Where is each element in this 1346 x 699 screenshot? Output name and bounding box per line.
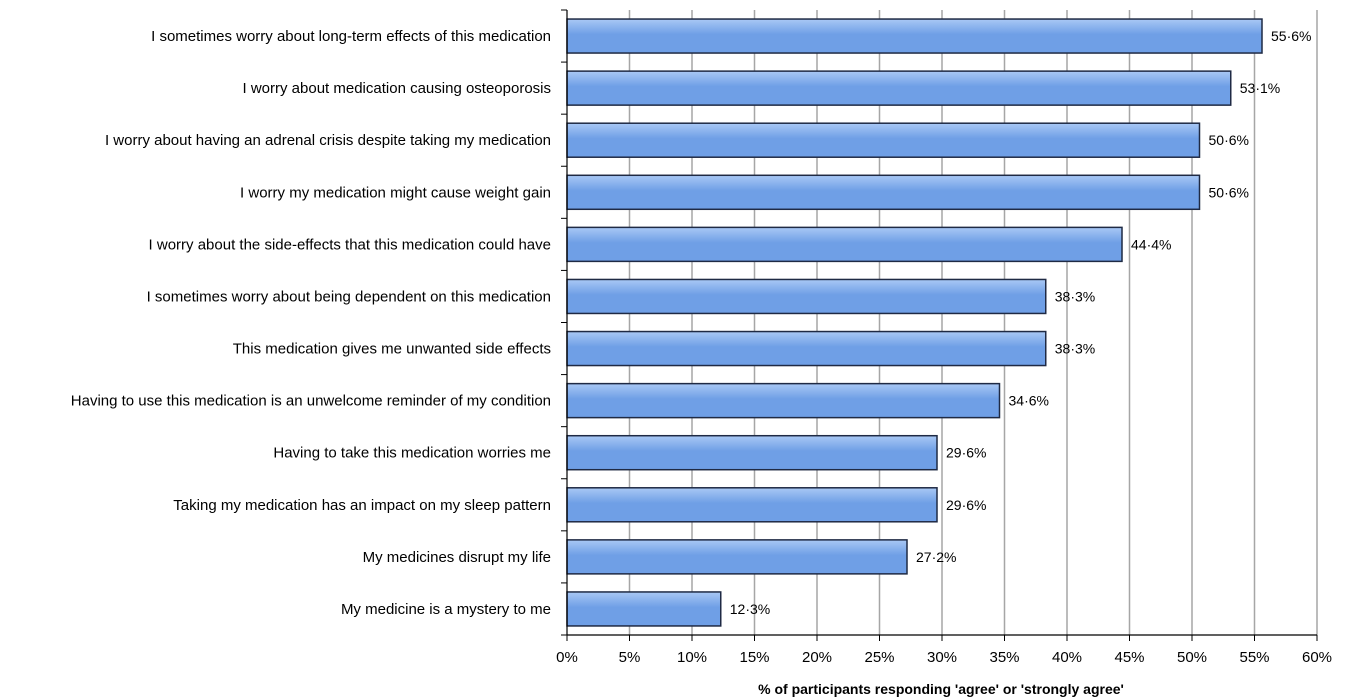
bar (566, 18, 1263, 54)
x-tick-label: 10% (677, 649, 707, 666)
category-label: I worry about the side-effects that this… (149, 236, 551, 253)
category-label: I sometimes worry about long-term effect… (151, 28, 551, 45)
category-label: Having to take this medication worries m… (273, 445, 551, 462)
data-label: 27·2% (916, 549, 956, 565)
x-axis-title: % of participants responding 'agree' or … (758, 681, 1124, 697)
data-label: 29·6% (946, 497, 986, 513)
bar (566, 487, 938, 523)
x-tick-label: 30% (927, 649, 957, 666)
category-label: My medicine is a mystery to me (341, 601, 551, 618)
bar (566, 70, 1232, 106)
bar (566, 539, 908, 575)
category-label: I worry about having an adrenal crisis d… (105, 132, 551, 149)
bar (566, 174, 1201, 211)
grid-lines (628, 10, 1318, 635)
data-label: 29·6% (946, 445, 986, 461)
bar (566, 330, 1047, 367)
data-label: 12·3% (730, 601, 770, 617)
category-label: Having to use this medication is an unwe… (71, 393, 551, 410)
x-tick-label: 25% (864, 649, 894, 666)
data-label: 53·1% (1240, 80, 1280, 96)
x-tick-label: 40% (1052, 649, 1082, 666)
x-tick-label: 45% (1114, 649, 1144, 666)
labels: 0% 5% 10% 15% 20% 25% 30% 35% 40% 45% 50% 55% 60% I s… (71, 28, 1332, 666)
data-label: 44·4% (1131, 236, 1171, 252)
category-label: Taking my medication has an impact on my… (173, 497, 551, 514)
bar (566, 122, 1201, 158)
axes (561, 9, 1318, 641)
bar (566, 434, 938, 471)
data-label: 38·3% (1055, 341, 1095, 357)
bar (566, 278, 1047, 315)
category-label: I worry my medication might cause weight… (240, 184, 551, 201)
category-label: I sometimes worry about being dependent … (147, 288, 551, 305)
bars (566, 18, 1263, 627)
category-label: I worry about medication causing osteopo… (243, 80, 552, 97)
data-label: 50·6% (1209, 132, 1249, 148)
x-tick-label: 60% (1302, 649, 1332, 666)
x-tick-label: 55% (1239, 649, 1269, 666)
x-tick-label: 0% (556, 649, 578, 666)
x-tick-label: 15% (739, 649, 769, 666)
bar (566, 382, 1001, 419)
x-tick-label: 35% (989, 649, 1019, 666)
category-label: My medicines disrupt my life (363, 549, 551, 566)
data-label: 55·6% (1271, 28, 1311, 44)
x-tick-label: 50% (1177, 649, 1207, 666)
data-label: 50·6% (1209, 184, 1249, 200)
x-tick-label: 20% (802, 649, 832, 666)
data-label: 34·6% (1009, 393, 1049, 409)
category-label: This medication gives me unwanted side e… (233, 341, 551, 358)
bar (566, 226, 1123, 263)
data-label: 38·3% (1055, 288, 1095, 304)
x-tick-label: 5% (619, 649, 641, 666)
bar (566, 591, 722, 627)
